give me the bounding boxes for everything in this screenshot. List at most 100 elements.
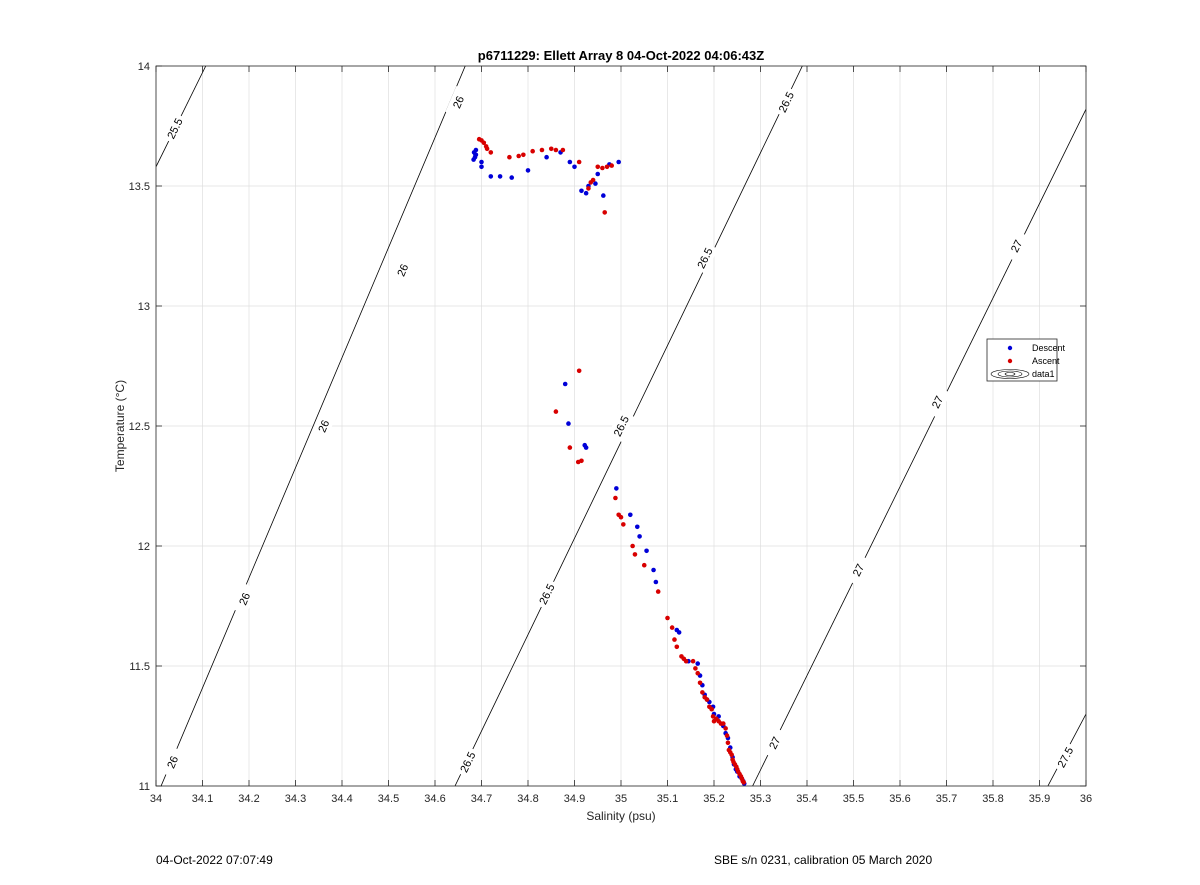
point-descent [509, 175, 515, 180]
point-ascent [697, 680, 703, 686]
point-ascent [669, 625, 675, 630]
point-descent [676, 630, 682, 635]
point-descent [471, 157, 476, 162]
contour-label: 26.5 [454, 745, 481, 779]
point-ascent [576, 368, 582, 374]
x-axis-label: Salinity (psu) [586, 809, 655, 823]
point-ascent [695, 670, 701, 676]
svg-text:26: 26 [165, 754, 181, 770]
point-descent [479, 164, 484, 170]
y-tick-label: 14 [138, 61, 150, 73]
legend: Descent Ascent data1 [986, 338, 1066, 382]
point-ascent [690, 658, 696, 664]
point-descent [525, 168, 531, 173]
svg-text:26: 26 [237, 591, 253, 607]
contour-label: 25.5 [161, 112, 188, 145]
point-descent [695, 661, 701, 666]
chart-title: p6711229: Ellett Array 8 04-Oct-2022 04:… [478, 48, 764, 63]
point-descent [593, 181, 598, 186]
point-ascent [613, 495, 618, 501]
point-ascent [579, 458, 584, 464]
x-tick-label: 36 [1080, 793, 1092, 805]
point-ascent [530, 148, 535, 154]
point-ascent [618, 514, 624, 520]
point-ascent [641, 562, 647, 568]
point-ascent [704, 697, 710, 702]
contour-label: 26 [231, 582, 258, 615]
contour-line-26 [160, 66, 466, 786]
point-ascent [710, 714, 716, 719]
point-descent [616, 159, 621, 165]
svg-text:26: 26 [451, 94, 467, 110]
point-ascent [632, 552, 638, 557]
point-ascent [488, 150, 494, 155]
point-descent [562, 381, 568, 387]
point-ascent [560, 147, 566, 153]
point-ascent [621, 522, 626, 527]
point-ascent [484, 146, 490, 152]
point-ascent [481, 140, 487, 146]
y-tick-label: 12.5 [129, 421, 150, 433]
x-tick-label: 34.4 [331, 793, 352, 805]
svg-text:27: 27 [851, 562, 867, 578]
svg-text:27: 27 [1009, 238, 1025, 254]
x-tick-label: 35.6 [889, 793, 910, 805]
legend-label-ascent: Ascent [1032, 356, 1060, 366]
y-tick-label: 12 [138, 541, 150, 553]
x-tick-label: 34.2 [238, 793, 259, 805]
point-ascent [595, 164, 601, 170]
point-ascent [672, 637, 677, 642]
svg-text:27: 27 [930, 394, 946, 410]
y-tick-label: 11 [139, 781, 150, 793]
point-ascent [724, 733, 730, 738]
point-descent [637, 534, 642, 539]
x-tick-label: 35.1 [657, 793, 678, 805]
legend-marker-data1 [990, 369, 1030, 379]
x-tick-label: 35.9 [1029, 793, 1050, 805]
point-ascent [729, 752, 734, 758]
point-ascent [521, 152, 526, 158]
footer-timestamp: 04-Oct-2022 07:07:49 [156, 853, 273, 867]
point-ascent [665, 615, 670, 621]
point-descent [595, 171, 601, 177]
point-ascent [553, 147, 559, 153]
data-points [471, 136, 747, 786]
contour-label: 26 [310, 409, 337, 443]
contour-label: 26 [389, 253, 416, 287]
point-ascent [723, 726, 728, 731]
contour-line-27 [752, 109, 1086, 786]
contour-label: 27 [923, 385, 951, 419]
point-descent [601, 193, 606, 198]
legend-label-descent: Descent [1032, 343, 1066, 353]
point-descent [583, 190, 589, 196]
x-tick-label: 34.5 [378, 793, 399, 805]
point-descent [473, 152, 479, 158]
footer-calibration: SBE s/n 0231, calibration 05 March 2020 [714, 853, 933, 867]
point-descent [579, 188, 584, 194]
x-tick-label: 35.5 [843, 793, 864, 805]
point-ascent [721, 721, 726, 726]
point-descent [566, 421, 571, 426]
point-descent [651, 567, 656, 573]
point-ascent [539, 147, 545, 153]
contour-label: 26 [159, 745, 186, 779]
contour-label: 27 [1002, 229, 1030, 263]
contour-label: 27 [844, 553, 872, 587]
point-descent [473, 147, 479, 153]
x-tick-label: 34.3 [285, 793, 306, 805]
point-descent [614, 486, 619, 491]
point-ascent [600, 165, 605, 171]
point-ascent [655, 589, 661, 594]
point-ascent [604, 164, 610, 170]
point-ascent [609, 163, 614, 168]
point-ascent [725, 740, 731, 746]
contour-label: 26.5 [772, 85, 800, 119]
point-descent [644, 548, 649, 554]
y-tick-label: 13 [138, 301, 150, 313]
x-tick-label: 34.1 [192, 793, 213, 805]
x-tick-label: 35.4 [796, 793, 817, 805]
x-tick-label: 35.3 [750, 793, 771, 805]
point-ascent [693, 666, 698, 671]
point-descent [628, 512, 633, 518]
